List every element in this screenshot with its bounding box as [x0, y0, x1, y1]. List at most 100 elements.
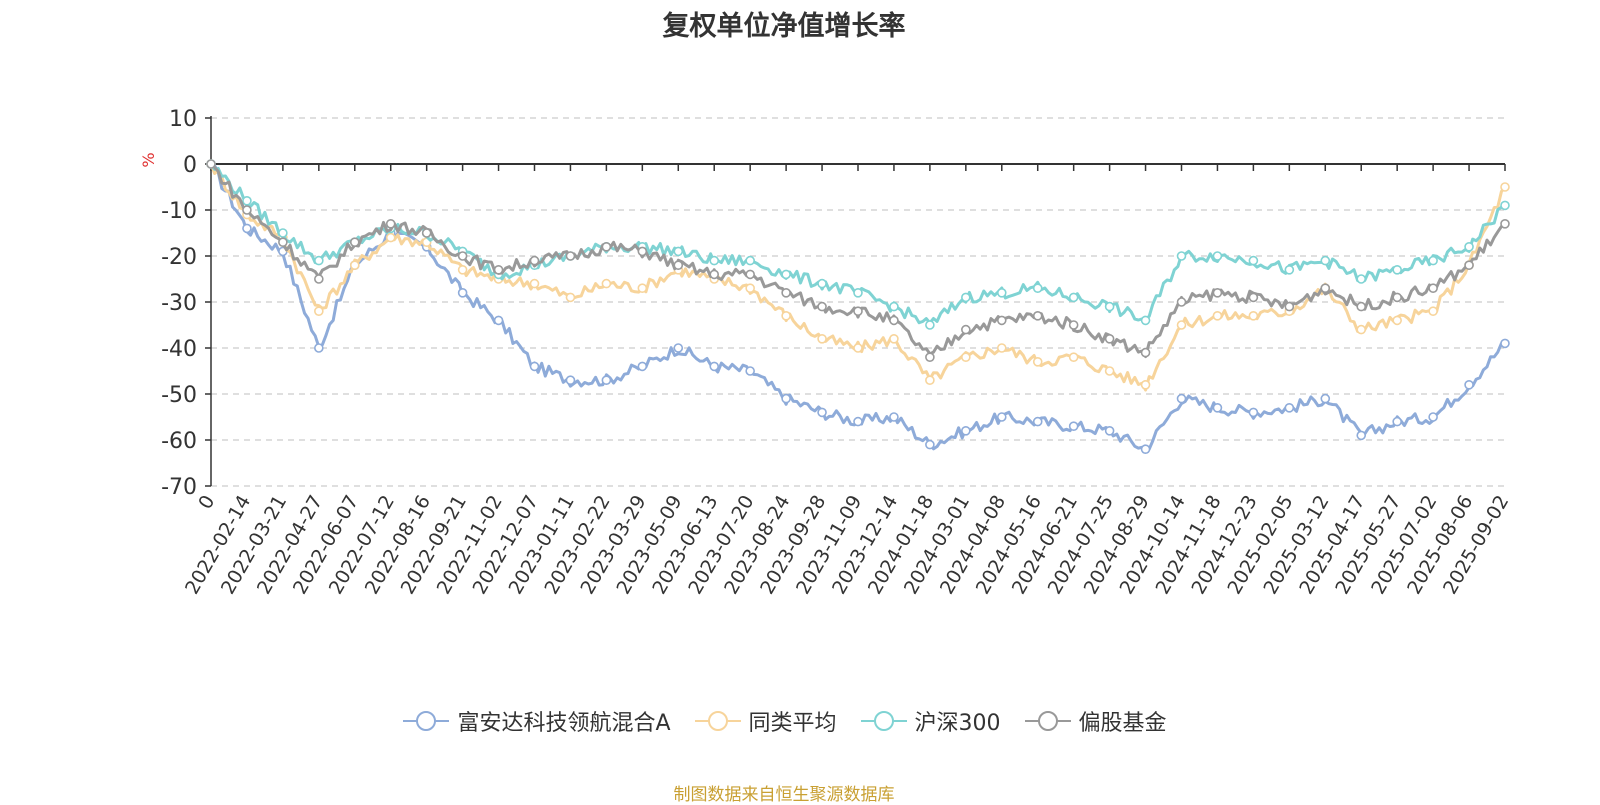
data-point — [385, 219, 396, 229]
data-point — [529, 255, 540, 266]
data-point — [529, 361, 540, 372]
data-point — [278, 237, 288, 247]
data-point — [1212, 287, 1223, 298]
data-point — [242, 223, 252, 234]
data-point — [1104, 301, 1115, 312]
chart-area: 100-10-20-30-40-50-60-70%02022-02-142022… — [139, 107, 1513, 598]
data-point — [1284, 301, 1295, 312]
legend-marker-icon — [860, 711, 907, 731]
data-point — [925, 439, 935, 450]
data-point — [889, 301, 899, 312]
data-point — [1428, 283, 1438, 294]
data-point — [493, 315, 504, 326]
data-point — [1428, 306, 1438, 317]
data-point — [1464, 242, 1474, 252]
data-point — [565, 292, 576, 303]
data-point — [1500, 182, 1510, 192]
series-line — [209, 163, 1507, 392]
data-point — [457, 287, 468, 298]
data-point — [745, 283, 755, 294]
data-point — [853, 306, 863, 317]
data-point — [206, 159, 216, 169]
data-point — [1500, 219, 1510, 229]
data-point — [1248, 407, 1259, 418]
data-point — [1176, 393, 1187, 404]
data-point — [709, 361, 720, 372]
legend-item[interactable]: 偏股基金 — [1023, 705, 1167, 737]
data-point — [601, 242, 612, 252]
data-point — [1500, 338, 1510, 349]
data-source-note: 制图数据来自恒生聚源数据库 — [673, 785, 895, 805]
data-point — [745, 366, 755, 376]
data-point — [1212, 310, 1223, 321]
legend-item[interactable]: 同类平均 — [693, 705, 837, 737]
data-point — [1032, 416, 1043, 427]
data-point — [1464, 379, 1474, 390]
data-point — [1320, 283, 1331, 294]
legend-label: 同类平均 — [748, 711, 837, 736]
data-point — [314, 343, 324, 353]
legend-item[interactable]: 富安达科技领航混合A — [401, 705, 671, 737]
data-point — [889, 412, 899, 422]
data-point — [961, 425, 971, 436]
data-point — [637, 361, 648, 372]
data-point — [781, 393, 791, 404]
data-point — [457, 251, 468, 261]
data-point — [1428, 255, 1438, 266]
data-point — [745, 269, 755, 280]
data-point — [1392, 292, 1402, 303]
data-point — [1392, 315, 1402, 326]
data-point — [1356, 430, 1367, 441]
data-point — [1104, 366, 1115, 376]
data-point — [529, 278, 540, 289]
legend-marker-icon — [403, 711, 450, 731]
data-point — [1068, 292, 1079, 303]
data-point — [601, 375, 612, 386]
data-point — [457, 264, 468, 275]
data-point — [996, 412, 1007, 422]
data-point — [601, 278, 612, 289]
data-point — [889, 333, 899, 344]
data-point — [565, 375, 576, 386]
data-point — [1176, 320, 1187, 330]
data-point — [853, 343, 863, 353]
data-point — [314, 306, 324, 317]
data-point — [745, 255, 755, 266]
data-point — [1212, 402, 1223, 413]
data-point — [1140, 315, 1151, 326]
data-point — [1068, 421, 1079, 432]
series-line — [209, 162, 1506, 359]
data-point — [1140, 444, 1151, 455]
data-point — [673, 260, 684, 271]
data-point — [314, 255, 324, 266]
legend-label: 沪深300 — [914, 711, 1001, 736]
data-point — [1392, 264, 1402, 275]
data-point — [781, 287, 791, 298]
data-point — [1176, 251, 1187, 261]
data-point — [709, 269, 720, 280]
data-point — [1320, 393, 1331, 404]
data-point — [1068, 352, 1079, 363]
data-point — [1356, 274, 1367, 284]
data-point — [1284, 264, 1295, 275]
data-point — [278, 228, 288, 238]
chart-legend: 富安达科技领航混合A 同类平均 沪深300 偏股基金 — [0, 705, 1568, 737]
data-point — [314, 274, 324, 284]
data-point — [1248, 310, 1259, 321]
data-point — [961, 352, 971, 363]
data-point — [1284, 402, 1295, 413]
data-point — [1248, 255, 1259, 266]
data-point — [637, 246, 648, 257]
data-point — [1032, 283, 1043, 294]
data-point — [673, 246, 684, 257]
data-point — [1248, 292, 1259, 303]
y-tick-label: 10 — [169, 107, 197, 132]
y-tick-label: -70 — [161, 475, 197, 500]
data-point — [853, 416, 863, 427]
legend-item[interactable]: 沪深300 — [859, 705, 1001, 737]
data-point — [1140, 347, 1151, 358]
data-point — [817, 333, 827, 344]
data-point — [961, 292, 971, 303]
y-tick-label: -50 — [161, 383, 197, 408]
data-point — [1356, 301, 1367, 312]
